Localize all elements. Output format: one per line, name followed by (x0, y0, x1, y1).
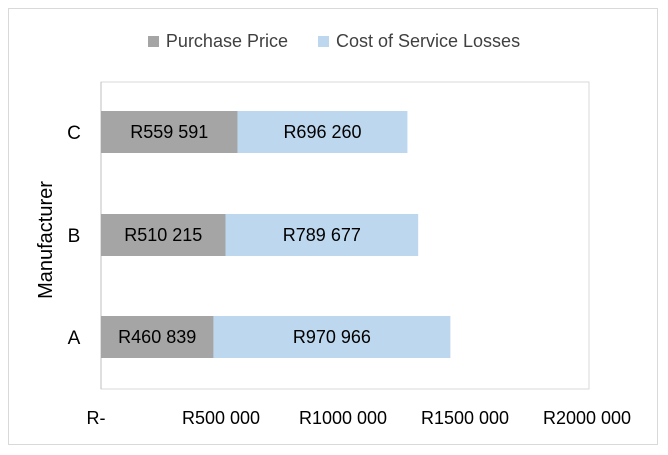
data-label-c-cost-of-service-losses: R696 260 (283, 122, 361, 142)
legend-swatch-cost-of-service-losses (317, 36, 329, 47)
bars-group: R460 839 R970 966 R510 215 R789 677 R559 591… (101, 111, 451, 358)
category-label-c: C (67, 123, 81, 144)
legend-item-purchase-price: Purchase Price (147, 31, 288, 52)
bar-c-cost-of-service-losses (237, 111, 408, 153)
data-label-b-cost-of-service-losses: R789 677 (283, 225, 361, 245)
x-tick-label: R1000 000 (299, 408, 387, 428)
bar-b-cost-of-service-losses (225, 214, 419, 256)
x-tick-label: R2000 000 (543, 408, 631, 428)
legend-label-cost-of-service-losses: Cost of Service Losses (335, 31, 521, 51)
legend-label-purchase-price: Purchase Price (165, 31, 288, 51)
legend: Purchase Price Cost of Service Losses (0, 31, 668, 52)
bar-b-purchase-price (101, 214, 226, 256)
data-label-a-cost-of-service-losses: R970 966 (293, 327, 371, 347)
data-label-b-purchase-price: R510 215 (124, 225, 202, 245)
y-axis-title: Manufacturer (35, 181, 57, 299)
bar-a-cost-of-service-losses (213, 316, 451, 358)
legend-swatch-purchase-price (147, 36, 159, 47)
legend-item-cost-of-service-losses: Cost of Service Losses (317, 31, 521, 52)
data-label-a-purchase-price: R460 839 (118, 327, 196, 347)
x-tick-label: R1500 000 (421, 408, 509, 428)
x-tick-labels-group: R- R500 000 R1000 000 R1500 000 R2000 000 (87, 408, 632, 428)
data-label-c-purchase-price: R559 591 (130, 122, 208, 142)
category-label-b: B (68, 226, 81, 247)
category-label-a: A (68, 328, 81, 349)
bar-a-purchase-price (101, 316, 214, 358)
bar-c-purchase-price (101, 111, 238, 153)
x-tick-label: R500 000 (182, 408, 260, 428)
category-labels-group: A B C (67, 123, 81, 349)
x-tick-label: R- (87, 408, 106, 428)
